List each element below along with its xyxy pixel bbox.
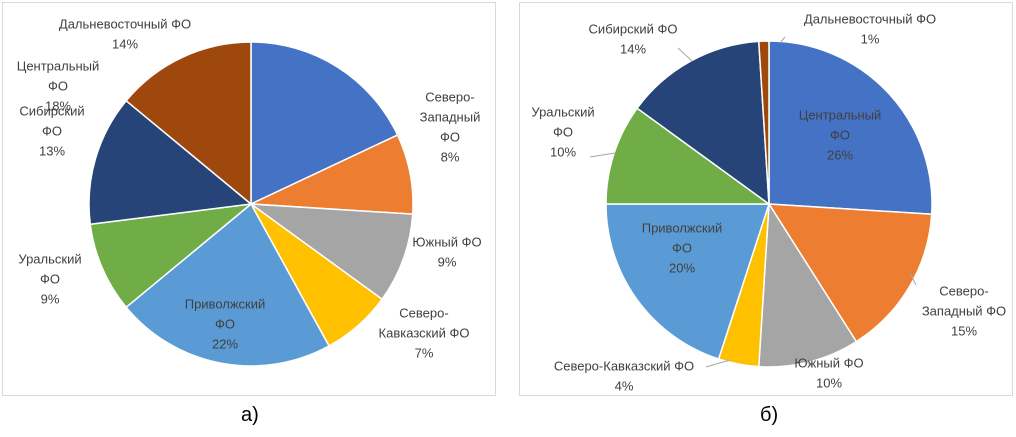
slice-label-volga: Приволжский ФО 20%	[642, 221, 723, 276]
slice-name-label: Северо-	[425, 90, 474, 105]
leader-line-northwest	[909, 272, 917, 286]
slice-name-label: Дальневосточный ФО	[59, 17, 191, 32]
slice-percent-label: 7%	[415, 346, 434, 361]
pie-chart-b: Центральный ФО 26% Северо- Западный ФО 15% Южн…	[519, 2, 1013, 396]
pie-slice-fareast	[125, 41, 252, 206]
slice-percent-label: 20%	[669, 261, 695, 276]
slice-name-label: Центральный	[17, 59, 100, 74]
slice-label-siberia: Сибирский ФО 14%	[589, 22, 678, 57]
slice-percent-label: 26%	[827, 148, 853, 163]
slice-name-label: Сибирский ФО	[589, 22, 678, 37]
pie-slice-siberia	[88, 99, 253, 226]
slice-label-northwest: Северо- Западный ФО 8%	[420, 90, 481, 165]
pie-chart-a-svg: Центральный ФО 18% Северо- Западный ФО 8% Южный…	[17, 17, 482, 367]
slice-name-label: ФО	[48, 79, 68, 94]
slice-percent-label: 4%	[615, 379, 634, 394]
pie-slice-central	[250, 41, 399, 206]
slice-name-label: Северо-	[399, 306, 448, 321]
slice-label-south: Южный ФО 9%	[412, 235, 481, 270]
pie-slice-volga	[125, 202, 331, 367]
slice-label-fareast: Дальневосточный ФО 1%	[804, 12, 936, 47]
leader-line-siberia	[677, 47, 693, 62]
slice-percent-label: 15%	[951, 324, 977, 339]
slice-name-label: Северо-Кавказский ФО	[554, 359, 694, 374]
leader-line-ural	[589, 152, 616, 158]
slice-name-label: Уральский	[18, 252, 81, 267]
slice-name-label: Центральный	[799, 108, 882, 123]
slice-label-siberia: Сибирский ФО 13%	[19, 104, 84, 159]
pie-chart-a: Центральный ФО 18% Северо- Западный ФО 8% Южный…	[2, 2, 496, 396]
slice-percent-label: 18%	[45, 99, 71, 114]
pie-chart-b-svg: Центральный ФО 26% Северо- Западный ФО 15% Южн…	[531, 12, 1006, 394]
slice-name-label: Южный ФО	[794, 356, 863, 371]
slice-name-label: Кавказский ФО	[379, 326, 470, 341]
slice-label-fareast: Дальневосточный ФО 14%	[59, 17, 191, 52]
slice-name-label: Приволжский	[185, 297, 266, 312]
pie-slice-ural	[89, 202, 254, 309]
slice-percent-label: 22%	[212, 337, 238, 352]
leader-line-ncaucasus	[705, 359, 731, 368]
slice-percent-label: 8%	[441, 150, 460, 165]
slice-label-ncaucasus: Северо-Кавказский ФО 4%	[554, 359, 694, 394]
pie-slice-south	[757, 201, 858, 368]
slice-percent-label: 9%	[438, 255, 457, 270]
slice-name-label: ФО	[830, 128, 850, 143]
pie-slice-volga	[605, 203, 771, 360]
slice-label-ncaucasus: Северо- Кавказский ФО 7%	[379, 306, 470, 361]
slice-name-label: ФО	[553, 125, 573, 140]
slice-percent-label: 14%	[112, 37, 138, 52]
slice-label-northwest: Северо- Западный ФО 15%	[922, 284, 1006, 339]
pie-slice-northwest	[767, 203, 933, 343]
slice-percent-label: 10%	[816, 376, 842, 391]
slice-percent-label: 10%	[550, 145, 576, 160]
pie-slice-south	[248, 203, 414, 301]
slice-percent-label: 1%	[861, 32, 880, 47]
slice-name-label: ФО	[440, 130, 460, 145]
caption-a: а)	[241, 404, 259, 426]
slice-label-central: Центральный ФО 26%	[799, 108, 882, 163]
leader-line-south	[805, 360, 814, 368]
pie-slice-fareast	[757, 40, 770, 205]
slice-name-label: Западный ФО	[922, 304, 1006, 319]
slice-name-label: Южный ФО	[412, 235, 481, 250]
slice-percent-label: 13%	[39, 144, 65, 159]
slice-name-label: ФО	[672, 241, 692, 256]
slice-label-ural: Уральский ФО 10%	[531, 105, 594, 160]
slice-name-label: Западный	[420, 110, 481, 125]
slice-name-label: Приволжский	[642, 221, 723, 236]
caption-b: б)	[760, 404, 779, 426]
pie-slice-central	[768, 40, 933, 216]
slice-percent-label: 9%	[41, 292, 60, 307]
slice-name-label: ФО	[42, 124, 62, 139]
pie-slice-siberia	[636, 40, 770, 206]
slice-percent-label: 14%	[620, 42, 646, 57]
slice-name-label: Дальневосточный ФО	[804, 12, 936, 27]
slice-label-central: Центральный ФО 18%	[17, 59, 100, 114]
slice-name-label: Уральский	[531, 105, 594, 120]
slice-name-label: ФО	[40, 272, 60, 287]
slice-label-south: Южный ФО 10%	[794, 356, 863, 391]
slice-name-label: Сибирский	[19, 104, 84, 119]
slice-label-volga: Приволжский ФО 22%	[185, 297, 266, 352]
slice-name-label: ФО	[215, 317, 235, 332]
slice-label-ural: Уральский ФО 9%	[18, 252, 81, 307]
slice-name-label: Северо-	[939, 284, 988, 299]
leader-line-fareast	[779, 36, 786, 44]
